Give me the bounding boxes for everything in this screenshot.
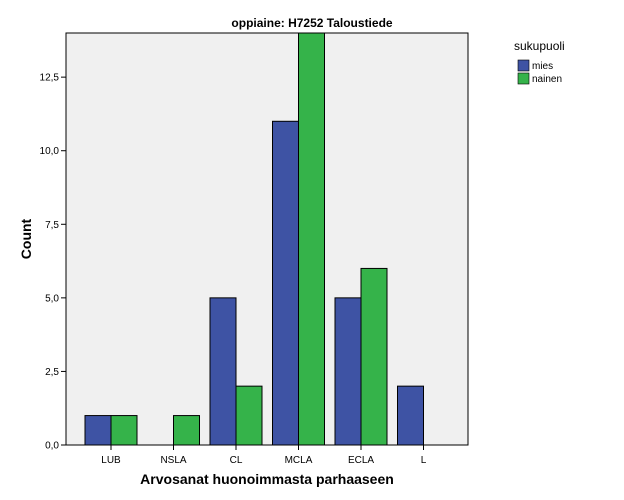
x-tick-label: CL <box>230 455 243 466</box>
bar-nainen-MCLA <box>298 32 325 446</box>
y-axis: 0,0 2,5 5,0 7,5 10,0 12,5 <box>40 73 66 452</box>
y-axis-title: Count <box>18 218 34 259</box>
bar-mies-L <box>397 385 424 446</box>
legend: sukupuoli mies nainen <box>514 39 565 85</box>
x-axis-title: Arvosanat huonoimmasta parhaaseen <box>140 471 394 487</box>
legend-swatch-nainen <box>517 72 530 85</box>
bar-nainen-CL <box>235 385 263 446</box>
x-tick-label: MCLA <box>285 455 313 466</box>
y-tick-label: 7,5 <box>45 220 59 231</box>
x-tick-label: NSLA <box>160 455 186 466</box>
bar-mies-CL <box>209 297 237 446</box>
bars <box>84 32 424 446</box>
chart-title: oppiaine: H7252 Taloustiede <box>231 16 392 30</box>
legend-swatch-mies <box>517 59 530 72</box>
y-tick-label: 12,5 <box>40 73 60 84</box>
plot-area <box>65 32 469 446</box>
y-tick-label: 10,0 <box>40 146 60 157</box>
bar-mies-LUB <box>84 415 112 446</box>
y-tick-label: 2,5 <box>45 367 59 378</box>
legend-label-mies: mies <box>532 61 553 72</box>
legend-label-nainen: nainen <box>532 74 562 85</box>
y-tick-label: 5,0 <box>45 293 59 304</box>
x-tick-label: LUB <box>101 455 121 466</box>
bar-mies-MCLA <box>272 120 299 446</box>
y-tick-label: 0,0 <box>45 441 59 452</box>
x-axis: LUB NSLA CL MCLA ECLA L <box>101 445 427 466</box>
bar-nainen-NSLA <box>173 415 200 446</box>
bar-nainen-ECLA <box>360 267 388 446</box>
bar-nainen-LUB <box>110 415 138 446</box>
bar-mies-ECLA <box>334 297 362 446</box>
x-tick-label: L <box>421 455 427 466</box>
x-tick-label: ECLA <box>348 455 374 466</box>
legend-title: sukupuoli <box>514 39 565 53</box>
